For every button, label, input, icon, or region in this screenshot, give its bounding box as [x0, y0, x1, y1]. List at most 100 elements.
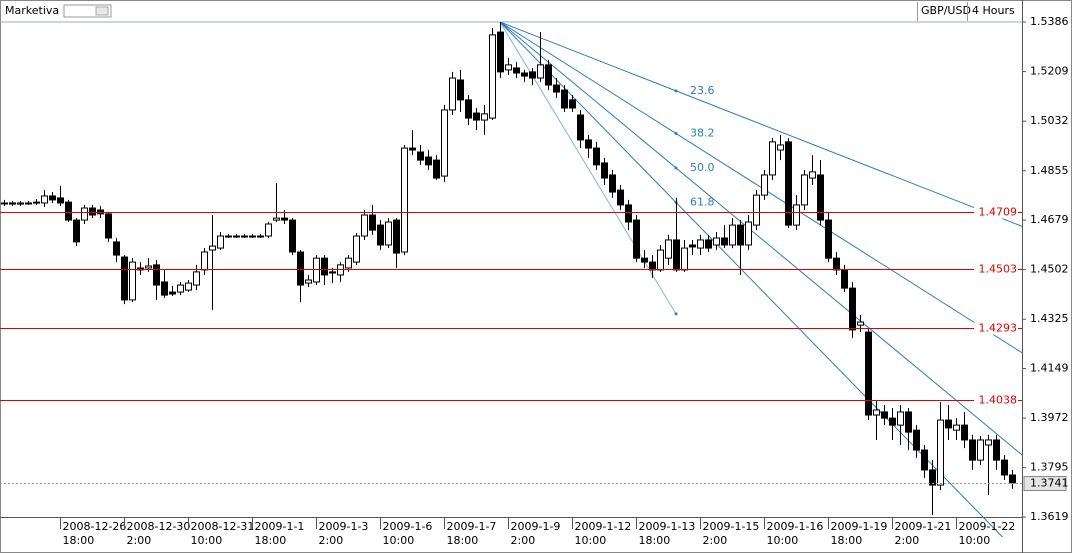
candle-body [617, 189, 624, 206]
y-tick-label: 1.4149 [1030, 362, 1069, 375]
candle-body [481, 113, 488, 121]
y-tick-label: 1.4679 [1030, 213, 1069, 226]
x-tick-label: 2008-12-26 18:00 [63, 520, 127, 547]
candle-body [57, 197, 64, 204]
brand: Marketiva [5, 4, 59, 17]
candle-body [913, 429, 920, 451]
candle-body [425, 156, 432, 166]
x-tick-label: 2009-1-22 10:00 [959, 520, 1016, 547]
candle-body [529, 71, 536, 79]
candle-body [769, 141, 776, 176]
candle-body [593, 147, 600, 166]
plot [1, 22, 1022, 537]
candle-body [313, 257, 320, 283]
candle-body [81, 207, 88, 221]
candle-body [441, 109, 448, 177]
candle-body [713, 237, 720, 246]
candle-body [857, 321, 864, 326]
candle-body [873, 409, 880, 416]
candle-body [929, 469, 936, 486]
candle-body [937, 419, 944, 486]
y-tick-label: 1.4325 [1030, 312, 1069, 325]
candle-body [1, 202, 8, 205]
period: 4 Hours [972, 4, 1015, 17]
fan-base [499, 22, 677, 315]
candle-body [577, 114, 584, 141]
candle-body [745, 221, 752, 246]
candle-body [217, 235, 224, 249]
fan-line [499, 22, 1022, 227]
candle-body [1009, 474, 1016, 484]
symbol: GBP/USD [921, 4, 971, 17]
candle-body [601, 162, 608, 179]
x-tick-label: 2009-1-6 10:00 [383, 520, 433, 547]
candle-body [273, 217, 280, 221]
candle-body [985, 439, 992, 446]
candle-body [545, 64, 552, 86]
candle-body [145, 265, 152, 269]
candle-body [777, 144, 784, 151]
candle-body [793, 204, 800, 226]
candle-body [665, 239, 672, 259]
candle-body [697, 239, 704, 249]
candle-body [281, 217, 288, 221]
candle-body [41, 195, 48, 204]
candle-body [289, 219, 296, 253]
last-price-label: 1.3741 [1030, 477, 1069, 490]
last-price-box [1023, 476, 1067, 491]
candle-body [225, 235, 232, 238]
candle-body [945, 419, 952, 429]
fan-label: 23.6 [690, 84, 715, 97]
candle-body [681, 247, 688, 271]
candle-body [969, 439, 976, 461]
candle-body [17, 202, 24, 205]
candle-body [361, 214, 368, 237]
box-button[interactable] [95, 6, 109, 16]
candle-body [561, 89, 568, 109]
candle-body [49, 195, 56, 201]
candle-body [297, 251, 304, 286]
candle-body [609, 174, 616, 193]
candle-body [705, 239, 712, 249]
fan-label: 61.8 [690, 195, 715, 208]
candle-body [761, 174, 768, 196]
candle-body [897, 411, 904, 426]
candle-body [785, 141, 792, 226]
level-label: 1.4503 [979, 263, 1018, 276]
candle-body [537, 64, 544, 79]
x-tick-label: 2008-12-31 10:00 [191, 520, 255, 547]
fan-line [499, 22, 1004, 537]
candle-body [233, 235, 240, 238]
level-label-bg [974, 394, 1018, 407]
x-tick-label: 2009-1-16 10:00 [767, 520, 824, 547]
candle-body [809, 171, 816, 179]
y-tick-label: 1.5209 [1030, 65, 1069, 78]
x-tick-label: 2008-12-30 2:00 [127, 520, 191, 547]
fan-dot [674, 132, 678, 136]
candle-body [881, 411, 888, 419]
fan-line [499, 22, 1022, 456]
candle-body [521, 72, 528, 77]
candle-body [385, 221, 392, 246]
x-tick-label: 2009-1-21 2:00 [895, 520, 952, 547]
candle-body [553, 84, 560, 93]
candle-body [921, 449, 928, 471]
candle-body [73, 219, 80, 243]
candle-body [801, 174, 808, 206]
candle-body [625, 204, 632, 223]
candle-body [953, 424, 960, 431]
x-tick-label: 2009-1-9 2:00 [511, 520, 561, 547]
candle-body [513, 67, 520, 74]
level-label-bg [974, 206, 1018, 219]
candle-body [305, 279, 312, 284]
candle-body [633, 219, 640, 259]
candle-body [649, 261, 656, 271]
candle-body [465, 99, 472, 119]
candle-body [65, 201, 72, 221]
candle-body [585, 139, 592, 149]
candle-body [865, 331, 872, 416]
candle-body [33, 201, 40, 204]
candle-body [457, 79, 464, 101]
candle-body [129, 261, 136, 301]
